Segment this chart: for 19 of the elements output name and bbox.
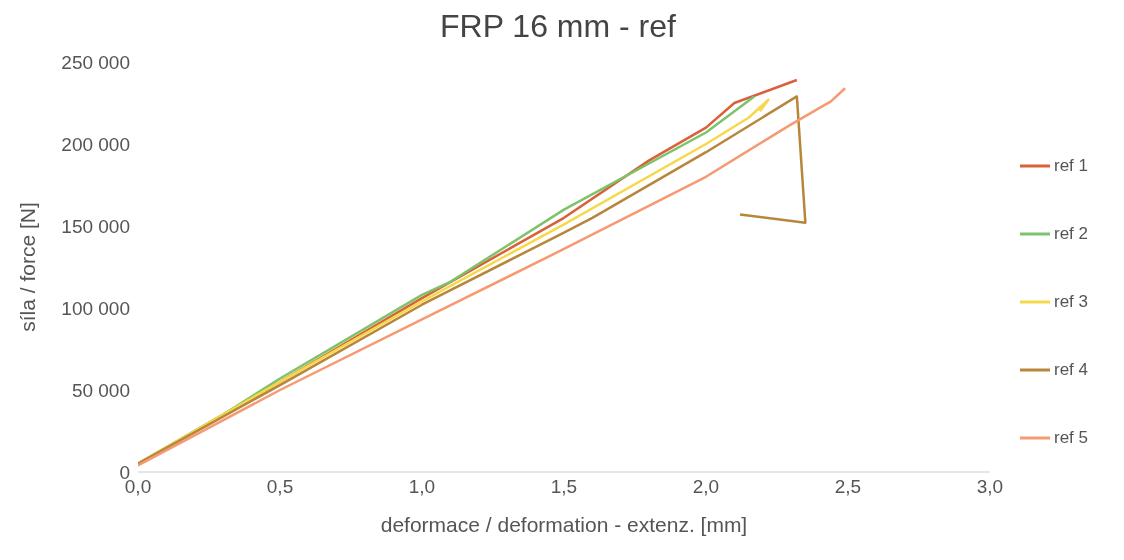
y-tick-label: 250 000 <box>61 51 130 73</box>
legend-label: ref 2 <box>1053 224 1088 244</box>
y-tick-label: 100 000 <box>61 297 130 319</box>
legend-label: ref 1 <box>1053 156 1088 176</box>
x-tick-label: 3,0 <box>976 476 1004 498</box>
y-tick-label: 150 000 <box>61 215 130 237</box>
legend-label: ref 5 <box>1053 428 1088 448</box>
y-axis-title: síla / force [N] <box>16 202 40 332</box>
legend-label: ref 3 <box>1053 292 1088 312</box>
chart-title: FRP 16 mm - ref <box>439 8 677 46</box>
x-tick-label: 2,5 <box>834 476 862 498</box>
legend-label: ref 4 <box>1053 360 1088 380</box>
x-tick-label: 1,5 <box>550 476 578 498</box>
x-tick-label: 1,0 <box>408 476 436 498</box>
y-tick-label: 200 000 <box>61 133 130 155</box>
x-tick-label: 2,0 <box>692 476 720 498</box>
x-axis-title: deformace / deformation - extenz. [mm] <box>380 513 748 536</box>
y-tick-label: 50 000 <box>71 379 130 401</box>
x-tick-label: 0,5 <box>266 476 294 498</box>
